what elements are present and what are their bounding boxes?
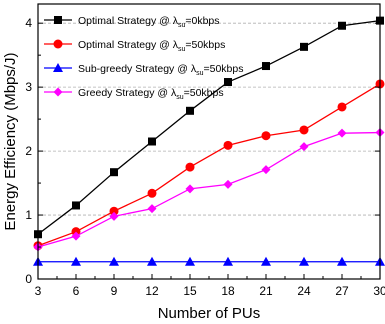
data-point: [261, 165, 271, 175]
data-point: [72, 201, 80, 210]
x-tick-label: 9: [111, 284, 118, 298]
data-point: [337, 256, 347, 266]
x-tick-label: 21: [259, 284, 273, 298]
y-tick-label: 1: [25, 208, 32, 222]
x-tick-label: 27: [335, 284, 349, 298]
data-point: [337, 102, 347, 112]
data-point: [109, 206, 119, 216]
legend-label: Sub-greedy Strategy @ λsu=50kbps: [78, 63, 243, 77]
data-point: [338, 21, 346, 30]
legend-swatch-marker: [53, 63, 63, 72]
series-line: [37, 19, 381, 235]
legend-swatch-marker: [54, 16, 62, 24]
data-point: [71, 231, 81, 241]
data-point: [223, 256, 233, 266]
legend-label: Greedy Strategy @ λsu=50kbps: [78, 87, 224, 101]
data-point: [299, 256, 309, 266]
gridlines: [38, 22, 380, 216]
series-2: [33, 79, 385, 251]
data-point: [262, 62, 270, 71]
data-point: [109, 256, 119, 266]
data-point: [185, 256, 195, 266]
data-point: [300, 42, 308, 51]
data-point: [337, 128, 347, 138]
legend-swatch-marker: [53, 87, 63, 97]
legend-swatch-marker: [53, 39, 63, 49]
data-point: [110, 168, 118, 177]
data-point: [261, 256, 271, 266]
data-point: [71, 256, 81, 266]
data-point: [186, 106, 194, 115]
legend-item-4: Greedy Strategy @ λsu=50kbps: [44, 87, 224, 101]
legend: Optimal Strategy @ λsu=0kbps Optimal Stra…: [44, 15, 243, 101]
series-line: [37, 83, 381, 247]
legend-item-1: Optimal Strategy @ λsu=0kbps: [44, 15, 220, 29]
x-tick-label: 30: [373, 284, 385, 298]
series-layer: [33, 16, 385, 266]
legend-label: Optimal Strategy @ λsu=50kbps: [78, 39, 225, 53]
x-tick-label: 6: [73, 284, 80, 298]
legend-item-2: Optimal Strategy @ λsu=50kbps: [44, 39, 225, 53]
x-tick-label: 24: [297, 284, 311, 298]
series-4: [33, 128, 385, 252]
data-point: [223, 179, 233, 189]
x-tick-label: 12: [145, 284, 159, 298]
series-line: [37, 131, 381, 248]
data-point: [299, 125, 309, 135]
data-point: [147, 188, 157, 198]
y-tick-label: 3: [25, 80, 32, 94]
legend-item-3: Sub-greedy Strategy @ λsu=50kbps: [44, 63, 243, 77]
data-point: [224, 78, 232, 87]
y-axis-label: Energy Efficiency (Mbps/J): [2, 52, 19, 230]
legend-label: Optimal Strategy @ λsu=0kbps: [78, 15, 220, 29]
data-point: [261, 131, 271, 141]
data-point: [185, 184, 195, 194]
data-point: [223, 140, 233, 150]
data-point: [185, 162, 195, 172]
y-tick-label: 0: [25, 272, 32, 286]
series-3: [33, 256, 385, 266]
data-point: [147, 204, 157, 214]
x-axis-label: Number of PUs: [158, 305, 261, 322]
data-point: [299, 142, 309, 152]
x-tick-label: 3: [35, 284, 42, 298]
data-point: [147, 256, 157, 266]
x-tick-label: 15: [183, 284, 197, 298]
data-point: [109, 211, 119, 221]
y-tick-label: 4: [25, 16, 32, 30]
x-tick-label: 18: [221, 284, 235, 298]
y-tick-label: 2: [25, 144, 32, 158]
data-point: [148, 137, 156, 146]
